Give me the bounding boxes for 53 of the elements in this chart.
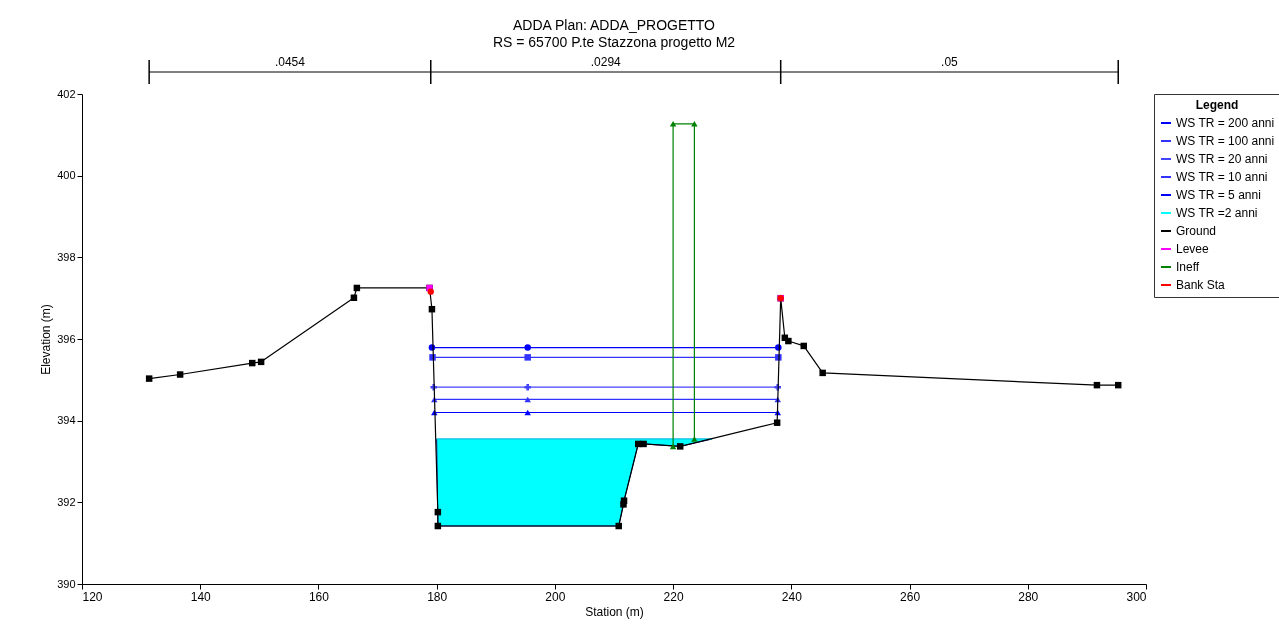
point (145, 375, 153, 382)
text: .0294 (590, 55, 622, 69)
legend-label: WS TR =2 anni (1176, 206, 1258, 220)
legend-label: WS TR = 20 anni (1176, 152, 1268, 166)
point (524, 396, 531, 403)
legend-label: WS TR = 100 anni (1176, 134, 1275, 148)
y-tick-label: 396 (57, 332, 76, 345)
text: .05 (941, 55, 959, 69)
x-tick-label: 240 (781, 589, 803, 604)
point (691, 121, 698, 127)
legend-title: Legend (1195, 98, 1239, 112)
legend-label: Ground (1176, 224, 1217, 238)
x-tick-label: 220 (663, 589, 684, 604)
point (676, 443, 684, 450)
point (615, 522, 622, 530)
y-axis-title: Elevation (m) (39, 304, 54, 375)
legend-label: Bank Sta (1176, 278, 1226, 292)
x-tick-label: 160 (308, 589, 330, 604)
chart-title: ADDA Plan: ADDA_PROGETTO (512, 17, 716, 33)
x-tick-label: 200 (545, 589, 566, 604)
point (669, 121, 677, 127)
y-tick-label: 402 (57, 87, 76, 100)
y-tick-label: 392 (57, 495, 76, 508)
x-tick-label: 180 (427, 589, 448, 604)
x-tick-label: 260 (900, 589, 921, 604)
point (427, 288, 434, 295)
legend-label: WS TR = 10 anni (1176, 170, 1268, 184)
point (176, 371, 184, 378)
legend-label: WS TR = 200 anni (1176, 116, 1275, 130)
x-tick-label: 140 (190, 589, 212, 604)
x-tick-label: 120 (82, 589, 103, 604)
point (773, 419, 781, 426)
x-tick-label: 300 (1126, 589, 1147, 604)
point (640, 440, 647, 448)
legend-label: WS TR = 5 anni (1176, 188, 1261, 202)
point (524, 344, 531, 351)
point (819, 369, 826, 377)
point (785, 337, 792, 345)
y-tick-label: 398 (57, 250, 76, 263)
point (620, 497, 628, 504)
point (691, 436, 698, 442)
text: .0454 (274, 55, 306, 69)
chart-subtitle: RS = 65700 P.te Stazzona progetto M2 (492, 34, 736, 50)
point (524, 383, 531, 391)
y-tick-label: 400 (57, 169, 76, 182)
legend-label: Ineff (1176, 260, 1200, 274)
y-tick-label: 390 (57, 577, 76, 590)
y-tick-label: 394 (57, 414, 76, 427)
point (524, 354, 531, 361)
point (669, 443, 677, 450)
x-axis-title: Station (m) (585, 604, 644, 619)
legend-label: Levee (1176, 242, 1210, 256)
x-tick-label: 280 (1018, 589, 1039, 604)
